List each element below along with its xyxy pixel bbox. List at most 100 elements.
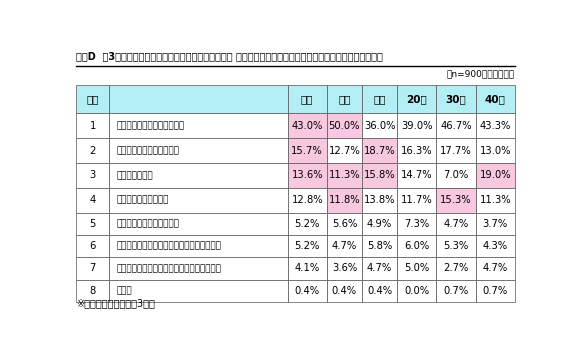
Bar <box>287 213 327 235</box>
Text: 5.3%: 5.3% <box>444 241 469 251</box>
Text: 0.7%: 0.7% <box>444 286 469 296</box>
Text: ※背景色有りは、上位3項目: ※背景色有りは、上位3項目 <box>77 298 156 308</box>
Bar <box>109 138 287 163</box>
Bar <box>437 213 476 235</box>
Bar <box>362 280 397 302</box>
Bar <box>362 85 397 113</box>
Bar <box>476 188 515 213</box>
Text: 1: 1 <box>90 121 96 131</box>
Text: 3.6%: 3.6% <box>332 263 357 273</box>
Text: 50.0%: 50.0% <box>329 121 360 131</box>
Bar <box>437 113 476 138</box>
Text: 5: 5 <box>90 219 96 229</box>
Text: 16.3%: 16.3% <box>401 145 433 155</box>
Bar <box>77 188 109 213</box>
Text: 5.2%: 5.2% <box>294 219 320 229</box>
Bar <box>327 257 362 280</box>
Text: 20代: 20代 <box>407 94 427 104</box>
Bar <box>327 163 362 188</box>
Bar <box>287 113 327 138</box>
Text: 合コンの場での料理やイベントを楽しむこと: 合コンの場での料理やイベントを楽しむこと <box>116 242 221 251</box>
Bar <box>327 213 362 235</box>
Bar <box>476 235 515 257</box>
Text: 15.3%: 15.3% <box>440 195 472 205</box>
Bar <box>362 235 397 257</box>
Bar <box>109 213 287 235</box>
Text: 40代: 40代 <box>485 94 506 104</box>
Bar <box>327 188 362 213</box>
Bar <box>397 257 437 280</box>
Text: 0.4%: 0.4% <box>295 286 320 296</box>
Text: 11.8%: 11.8% <box>328 195 360 205</box>
Text: 12.7%: 12.7% <box>328 145 360 155</box>
Bar <box>362 138 397 163</box>
Bar <box>109 257 287 280</box>
Text: 特に何も期待するものはない: 特に何も期待するものはない <box>116 121 184 130</box>
Text: 7.3%: 7.3% <box>404 219 430 229</box>
Bar <box>327 235 362 257</box>
Text: 15.8%: 15.8% <box>364 170 395 180</box>
Bar <box>437 85 476 113</box>
Bar <box>109 113 287 138</box>
Bar <box>362 257 397 280</box>
Bar <box>109 163 287 188</box>
Text: 11.3%: 11.3% <box>479 195 511 205</box>
Bar <box>397 188 437 213</box>
Text: 13.6%: 13.6% <box>291 170 323 180</box>
Text: 5.8%: 5.8% <box>367 241 392 251</box>
Bar <box>77 85 109 113</box>
Text: 7: 7 <box>90 263 96 273</box>
Bar <box>437 188 476 213</box>
Text: 4.7%: 4.7% <box>483 263 508 273</box>
Text: 図表D  第3回「合コンしたいと思う企業ランキング」／ 合コンしたいと思う企業と合コンする際に期待するもの: 図表D 第3回「合コンしたいと思う企業ランキング」／ 合コンしたいと思う企業と合… <box>77 51 384 61</box>
Bar <box>327 138 362 163</box>
Bar <box>109 85 287 113</box>
Bar <box>327 280 362 302</box>
Bar <box>476 163 515 188</box>
Text: 18.7%: 18.7% <box>364 145 395 155</box>
Text: 46.7%: 46.7% <box>440 121 472 131</box>
Text: 合コン相手企業の商品やサービスによる恩恵: 合コン相手企業の商品やサービスによる恩恵 <box>116 264 221 273</box>
Text: 男性: 男性 <box>338 94 351 104</box>
Bar <box>77 235 109 257</box>
Bar <box>362 213 397 235</box>
Text: 14.7%: 14.7% <box>401 170 433 180</box>
Text: 30代: 30代 <box>446 94 467 104</box>
Text: 4: 4 <box>90 195 96 205</box>
Bar <box>327 85 362 113</box>
Text: 17.7%: 17.7% <box>440 145 472 155</box>
Text: 5.2%: 5.2% <box>294 241 320 251</box>
Text: 8: 8 <box>90 286 96 296</box>
Bar <box>476 138 515 163</box>
Bar <box>327 113 362 138</box>
Text: （n=900／単一回答）: （n=900／単一回答） <box>447 70 515 79</box>
Bar <box>287 188 327 213</box>
Bar <box>77 163 109 188</box>
Text: 43.0%: 43.0% <box>291 121 323 131</box>
Text: 2.7%: 2.7% <box>444 263 469 273</box>
Bar <box>77 213 109 235</box>
Text: 4.3%: 4.3% <box>483 241 508 251</box>
Bar <box>287 138 327 163</box>
Bar <box>397 138 437 163</box>
Text: 0.4%: 0.4% <box>367 286 392 296</box>
Bar <box>397 163 437 188</box>
Bar <box>437 138 476 163</box>
Text: 36.0%: 36.0% <box>364 121 395 131</box>
Bar <box>287 85 327 113</box>
Bar <box>397 235 437 257</box>
Text: 12.8%: 12.8% <box>291 195 323 205</box>
Bar <box>77 113 109 138</box>
Bar <box>437 235 476 257</box>
Bar <box>476 280 515 302</box>
Bar <box>476 85 515 113</box>
Text: 0.7%: 0.7% <box>483 286 508 296</box>
Text: 15.7%: 15.7% <box>291 145 323 155</box>
Bar <box>397 113 437 138</box>
Text: その他: その他 <box>116 286 132 295</box>
Text: 将来の結婚相手との出会い: 将来の結婚相手との出会い <box>116 146 179 155</box>
Text: ビジネス面での人脈の拡大: ビジネス面での人脈の拡大 <box>116 219 179 228</box>
Text: 6.0%: 6.0% <box>404 241 430 251</box>
Bar <box>397 280 437 302</box>
Bar <box>362 163 397 188</box>
